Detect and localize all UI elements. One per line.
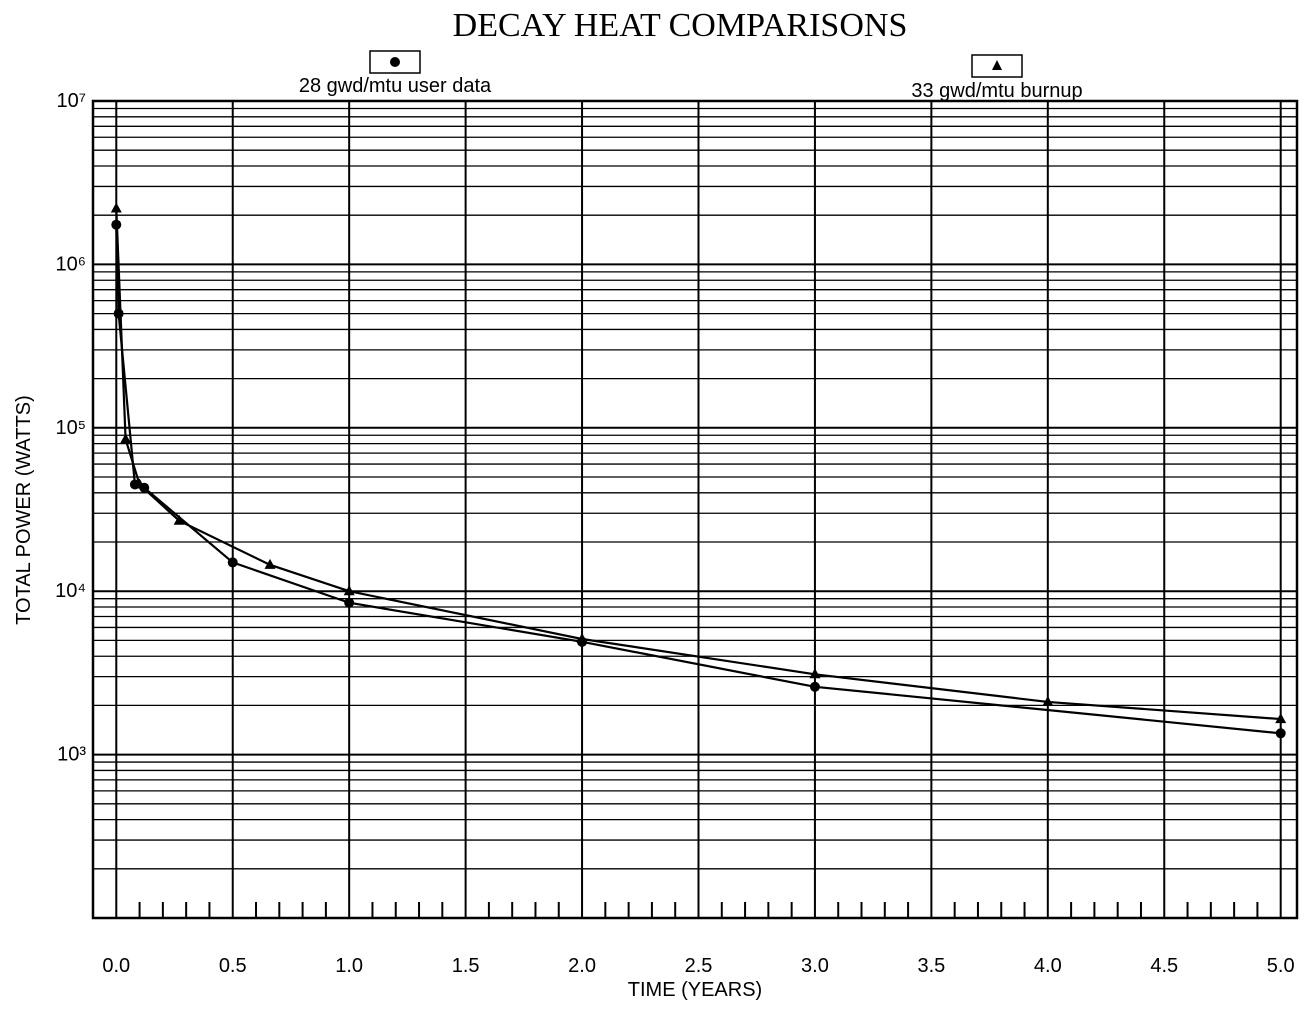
point bbox=[1042, 695, 1054, 706]
point bbox=[809, 668, 821, 679]
x-tick-label: 0.5 bbox=[219, 955, 247, 977]
y-tick-label: 10⁵ bbox=[55, 417, 86, 439]
y-axis-label: TOTAL POWER (WATTS) bbox=[13, 395, 35, 625]
x-tick-label: 0.0 bbox=[102, 955, 130, 977]
x-tick-label: 2.5 bbox=[685, 955, 713, 977]
point bbox=[134, 478, 146, 489]
point bbox=[343, 585, 355, 596]
x-tick-label: 2.0 bbox=[568, 955, 596, 977]
x-tick-label: 5.0 bbox=[1267, 955, 1295, 977]
legend-label: 28 gwd/mtu user data bbox=[299, 75, 492, 97]
y-tick-label: 10⁴ bbox=[55, 580, 86, 602]
point bbox=[110, 202, 122, 213]
point bbox=[809, 681, 820, 692]
point bbox=[344, 597, 355, 608]
legend-marker bbox=[390, 57, 400, 67]
series-line bbox=[115, 208, 1281, 721]
x-tick-label: 3.5 bbox=[917, 955, 945, 977]
x-tick-label: 1.5 bbox=[452, 955, 480, 977]
point bbox=[120, 433, 132, 444]
x-tick-label: 4.0 bbox=[1034, 955, 1062, 977]
chart-title: DECAY HEAT COMPARISONS bbox=[453, 7, 908, 44]
point bbox=[227, 557, 238, 568]
y-tick-label: 10⁶ bbox=[56, 253, 86, 275]
x-axis-label: TIME (YEARS) bbox=[628, 979, 762, 1001]
point bbox=[113, 308, 124, 319]
legend-marker bbox=[992, 60, 1002, 70]
x-tick-label: 4.5 bbox=[1150, 955, 1178, 977]
point bbox=[1275, 728, 1286, 739]
x-tick-label: 1.0 bbox=[335, 955, 363, 977]
x-tick-label: 3.0 bbox=[801, 955, 829, 977]
plot-frame bbox=[91, 99, 1299, 920]
point bbox=[1275, 713, 1287, 724]
legend-label: 33 gwd/mtu burnup bbox=[911, 80, 1082, 102]
point bbox=[264, 558, 276, 569]
point bbox=[173, 514, 185, 525]
y-tick-label: 10³ bbox=[57, 744, 86, 766]
y-tick-label: 10⁷ bbox=[57, 90, 86, 112]
point bbox=[576, 632, 588, 643]
